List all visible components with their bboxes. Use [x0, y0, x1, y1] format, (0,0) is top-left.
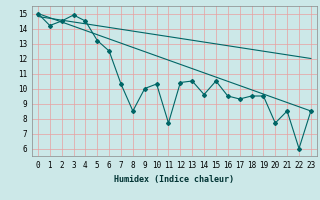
X-axis label: Humidex (Indice chaleur): Humidex (Indice chaleur) [115, 175, 234, 184]
